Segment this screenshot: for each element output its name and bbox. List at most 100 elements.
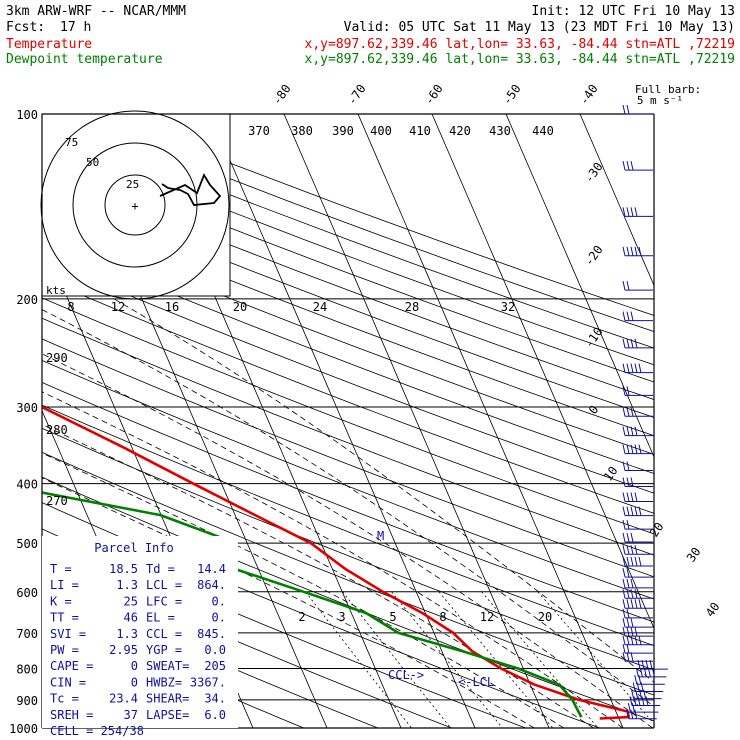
wind-barb-flag xyxy=(634,246,638,256)
wind-barb-flag xyxy=(626,635,630,645)
hodograph-trace xyxy=(159,172,222,206)
parcel-stat-value: 0 xyxy=(131,659,138,673)
dry-adiabat-line xyxy=(42,476,654,722)
ccl-marker: CCL-> xyxy=(388,668,424,682)
wind-barb-flag xyxy=(632,682,636,692)
wind-barb-flag xyxy=(630,635,634,645)
moist-adiabat-tick-label: 8 xyxy=(67,300,74,314)
moist-adiabat-line xyxy=(42,424,594,728)
parcel-cell-stat: CELL = 254/38 xyxy=(50,724,144,738)
wind-barb-flag xyxy=(626,104,630,115)
wind-barb-flag xyxy=(630,599,634,609)
wind-barb-flag xyxy=(626,652,630,662)
wind-barb-flag xyxy=(630,709,634,719)
parcel-stat-value: 3367. xyxy=(190,675,226,689)
wind-barb-flag xyxy=(630,311,634,321)
wind-barb-flag xyxy=(640,682,644,692)
wind-barb-flag xyxy=(630,426,634,436)
dry-adiabat-line xyxy=(42,239,654,475)
dewpoint-trace xyxy=(42,491,583,718)
dry-adiabat-line xyxy=(42,584,378,728)
parcel-stat-label: LI = xyxy=(50,578,79,592)
wind-barb-flag xyxy=(638,444,642,454)
mixing-ratio-line xyxy=(342,591,452,728)
parcel-stat-label: SHEAR= xyxy=(146,692,189,706)
isotherm-tick-label: 0 xyxy=(586,403,602,417)
wind-barb-flag xyxy=(622,477,626,487)
wind-barb-flag xyxy=(636,682,640,692)
wind-barb-flag xyxy=(645,696,649,706)
wind-barb-flag xyxy=(622,599,626,609)
wind-barb-flag xyxy=(638,599,642,609)
isotherm-tick-label: 40 xyxy=(703,600,723,620)
mixing-ratio-line xyxy=(438,591,554,728)
wind-barb-flag xyxy=(626,608,630,618)
barb-legend-units: 5 m s⁻¹ xyxy=(637,94,683,107)
moist-adiabat-line xyxy=(42,391,624,728)
wind-barb-flag xyxy=(634,635,638,645)
mixing-ratio-tick-label: 8 xyxy=(439,610,446,624)
wind-barb-flag xyxy=(622,461,626,471)
wind-barb-flag xyxy=(626,556,630,567)
profile-traces xyxy=(42,405,631,720)
wind-barb-flag xyxy=(633,696,637,706)
wind-barb-flag xyxy=(626,589,630,599)
pressure-tick-label: 400 xyxy=(16,478,38,492)
parcel-stat-label: EL = xyxy=(146,611,175,625)
wind-barb-flag xyxy=(622,407,626,417)
wind-barb-flag xyxy=(622,492,626,502)
hodograph-units-label: kts xyxy=(46,284,66,297)
wind-barb-flag xyxy=(622,281,626,291)
wind-barb-flag xyxy=(639,667,643,677)
pressure-tick-label: 1000 xyxy=(9,722,38,736)
dry-adiabat-line xyxy=(42,404,654,647)
hodograph: 25 50 75 + kts xyxy=(40,110,231,300)
wind-barb-flag xyxy=(626,461,630,471)
wind-barb-flag xyxy=(627,703,631,713)
isotherm-line xyxy=(209,114,476,728)
dry-adiabat-line xyxy=(42,185,654,418)
wind-barb-flag xyxy=(630,477,634,487)
parcel-stat-label: LCL = xyxy=(146,578,182,592)
wind-barb-flag xyxy=(622,626,626,637)
wind-barb-flag xyxy=(630,246,634,256)
wind-barb-flag xyxy=(622,363,626,373)
parcel-stat-value: 0.0 xyxy=(204,643,226,657)
parcel-stat-value: 1.3 xyxy=(116,627,138,641)
parcel-stat-value: 25 xyxy=(124,594,138,608)
moist-adiabat-tick-label: 28 xyxy=(405,300,419,314)
isotherm-tick-label: -20 xyxy=(582,243,606,269)
isotherm-line xyxy=(135,114,402,728)
temperature-legend: Temperature xyxy=(6,37,92,52)
parcel-stat-value: 1.3 xyxy=(116,578,138,592)
wind-barb-flag xyxy=(641,696,645,706)
moist-adiabat-line xyxy=(42,353,653,728)
parcel-stat-label: CAPE = xyxy=(50,659,93,673)
dry-adiabat-line xyxy=(42,277,654,514)
pressure-tick-label: 100 xyxy=(16,108,38,122)
wind-barb-flag xyxy=(630,160,634,171)
isotherm-tick-label: 20 xyxy=(647,520,667,540)
wind-barb-flag xyxy=(626,281,630,291)
pressure-tick-label: 500 xyxy=(16,537,38,551)
wind-barb-flag xyxy=(622,608,626,618)
wind-barb-flag xyxy=(643,689,647,699)
theta-tick-label: 400 xyxy=(370,124,392,138)
wind-barb-flag xyxy=(638,675,642,685)
parcel-stat-label: LAPSE= xyxy=(146,708,189,722)
mixing-ratio-tick-label: 2 xyxy=(298,610,305,624)
theta-tick-label: 290 xyxy=(46,351,68,365)
wind-barb-flag xyxy=(622,444,626,454)
wind-barb-flag xyxy=(649,660,653,670)
mixing-marker: M xyxy=(377,529,384,543)
parcel-stat-label: CCL = xyxy=(146,627,182,641)
wind-barb-flag xyxy=(626,492,630,502)
parcel-stat-value: 0. xyxy=(212,594,226,608)
pressure-tick-label: 700 xyxy=(16,627,38,641)
wind-barb-flag xyxy=(622,644,626,654)
dry-adiabat-line xyxy=(42,338,654,578)
dry-adiabat-line xyxy=(42,297,654,535)
wind-barb-flag xyxy=(630,444,634,454)
hodograph-ring-label: 25 xyxy=(126,178,139,191)
